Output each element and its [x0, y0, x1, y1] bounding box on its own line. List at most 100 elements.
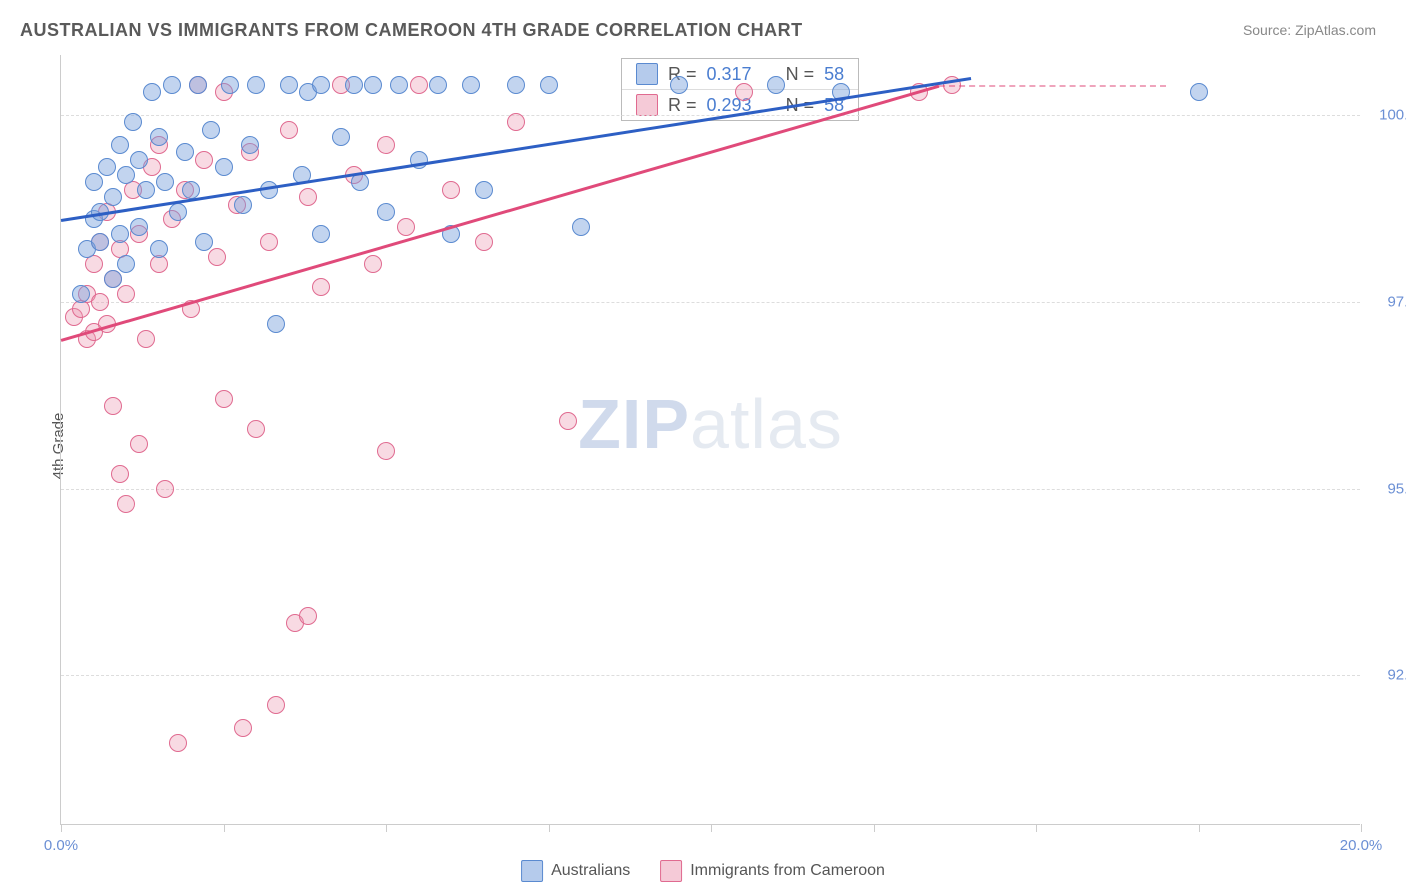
- scatter-point: [312, 76, 330, 94]
- scatter-point: [332, 128, 350, 146]
- scatter-point: [540, 76, 558, 94]
- chart-title: AUSTRALIAN VS IMMIGRANTS FROM CAMEROON 4…: [20, 20, 803, 41]
- source-label: Source: ZipAtlas.com: [1243, 22, 1376, 38]
- trendline: [61, 85, 939, 342]
- scatter-point: [410, 76, 428, 94]
- scatter-point: [156, 173, 174, 191]
- xtick-label: 0.0%: [44, 837, 78, 854]
- scatter-point: [98, 158, 116, 176]
- trendline: [939, 85, 1167, 87]
- watermark-bold: ZIP: [578, 385, 690, 463]
- xtick: [1361, 824, 1362, 832]
- scatter-point: [208, 248, 226, 266]
- scatter-point: [117, 495, 135, 513]
- scatter-point: [104, 188, 122, 206]
- scatter-point: [397, 218, 415, 236]
- gridline: [61, 489, 1360, 490]
- scatter-point: [345, 76, 363, 94]
- xtick: [224, 824, 225, 832]
- scatter-point: [267, 696, 285, 714]
- scatter-point: [124, 113, 142, 131]
- swatch-blue-icon: [636, 63, 658, 85]
- r-value: 0.317: [707, 64, 752, 85]
- ytick-label: 92.5%: [1370, 667, 1406, 684]
- scatter-point: [169, 734, 187, 752]
- legend-swatch-blue-icon: [521, 860, 543, 882]
- scatter-point: [182, 181, 200, 199]
- scatter-point: [150, 240, 168, 258]
- scatter-point: [137, 181, 155, 199]
- scatter-point: [156, 480, 174, 498]
- scatter-point: [163, 76, 181, 94]
- scatter-point: [462, 76, 480, 94]
- scatter-point: [91, 233, 109, 251]
- scatter-point: [221, 76, 239, 94]
- plot-area: ZIPatlas R = 0.317 N = 58 R = 0.293 N = …: [60, 55, 1360, 825]
- scatter-point: [169, 203, 187, 221]
- scatter-point: [202, 121, 220, 139]
- scatter-point: [91, 293, 109, 311]
- scatter-point: [364, 255, 382, 273]
- scatter-point: [260, 233, 278, 251]
- scatter-point: [215, 158, 233, 176]
- gridline: [61, 675, 1360, 676]
- gridline: [61, 115, 1360, 116]
- xtick-label: 20.0%: [1340, 837, 1383, 854]
- scatter-point: [130, 435, 148, 453]
- scatter-point: [267, 315, 285, 333]
- scatter-point: [507, 113, 525, 131]
- scatter-point: [117, 255, 135, 273]
- scatter-point: [299, 607, 317, 625]
- scatter-point: [735, 83, 753, 101]
- xtick: [1199, 824, 1200, 832]
- scatter-point: [189, 76, 207, 94]
- scatter-point: [559, 412, 577, 430]
- scatter-point: [247, 420, 265, 438]
- scatter-point: [234, 719, 252, 737]
- scatter-point: [475, 181, 493, 199]
- scatter-point: [241, 136, 259, 154]
- scatter-point: [1190, 83, 1208, 101]
- scatter-point: [507, 76, 525, 94]
- scatter-point: [442, 181, 460, 199]
- scatter-point: [117, 285, 135, 303]
- n-label: N =: [786, 64, 815, 85]
- scatter-point: [364, 76, 382, 94]
- r-label: R =: [668, 95, 697, 116]
- scatter-point: [312, 278, 330, 296]
- scatter-point: [247, 76, 265, 94]
- scatter-point: [150, 128, 168, 146]
- scatter-point: [429, 76, 447, 94]
- ytick-label: 97.5%: [1370, 293, 1406, 310]
- watermark: ZIPatlas: [578, 384, 843, 464]
- scatter-point: [377, 136, 395, 154]
- scatter-point: [195, 233, 213, 251]
- xtick: [711, 824, 712, 832]
- n-value: 58: [824, 64, 844, 85]
- scatter-point: [117, 166, 135, 184]
- scatter-point: [104, 397, 122, 415]
- trendline: [61, 77, 971, 222]
- chart-container: AUSTRALIAN VS IMMIGRANTS FROM CAMEROON 4…: [0, 0, 1406, 892]
- scatter-point: [104, 270, 122, 288]
- scatter-point: [670, 76, 688, 94]
- xtick: [386, 824, 387, 832]
- scatter-point: [377, 442, 395, 460]
- scatter-point: [111, 136, 129, 154]
- legend-swatch-pink-icon: [660, 860, 682, 882]
- scatter-point: [280, 76, 298, 94]
- scatter-point: [195, 151, 213, 169]
- legend-label: Australians: [551, 862, 630, 880]
- legend-item-pink: Immigrants from Cameroon: [660, 860, 885, 882]
- scatter-point: [215, 390, 233, 408]
- scatter-point: [111, 465, 129, 483]
- scatter-point: [137, 330, 155, 348]
- scatter-point: [130, 151, 148, 169]
- scatter-point: [176, 143, 194, 161]
- scatter-point: [572, 218, 590, 236]
- xtick: [549, 824, 550, 832]
- scatter-point: [143, 83, 161, 101]
- ytick-label: 100.0%: [1370, 106, 1406, 123]
- scatter-point: [72, 285, 90, 303]
- scatter-point: [234, 196, 252, 214]
